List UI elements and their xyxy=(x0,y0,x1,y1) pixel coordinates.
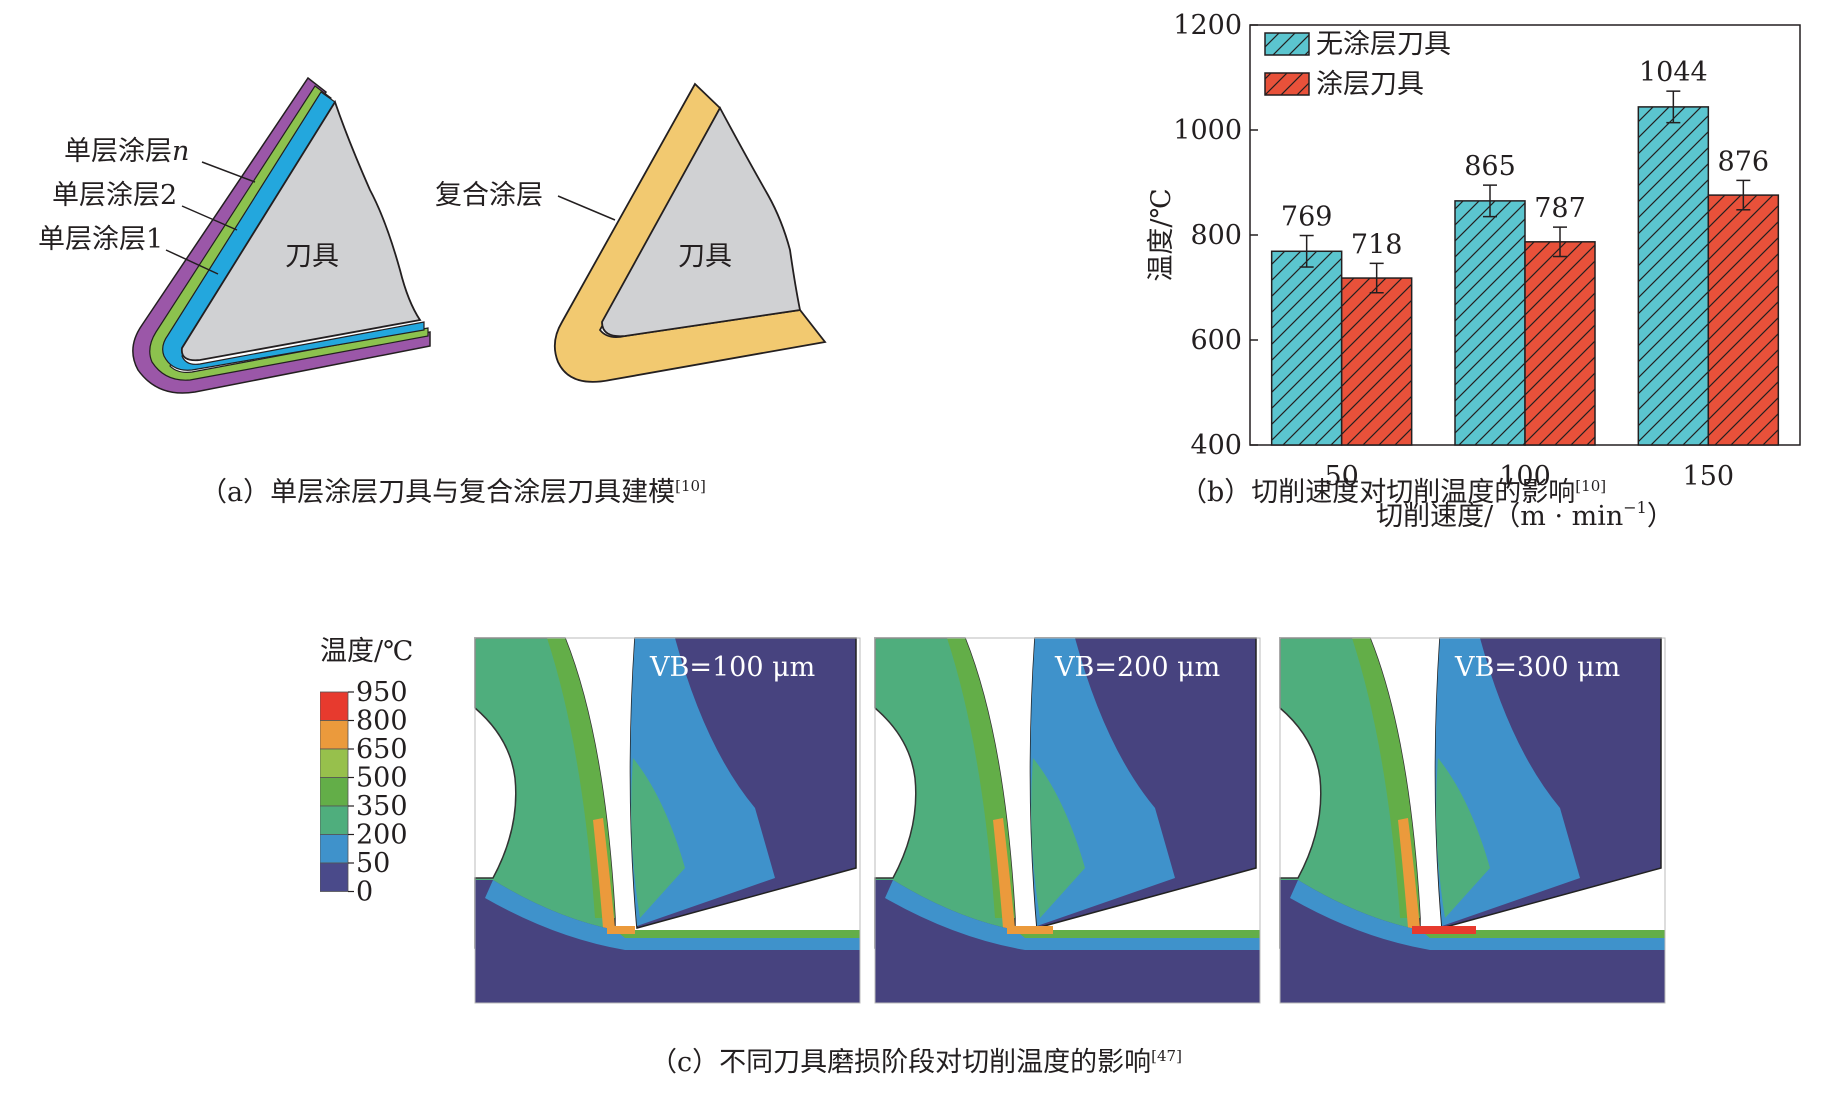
colorbar-segment xyxy=(319,720,349,750)
bar-hatch xyxy=(1525,241,1595,445)
panel-border xyxy=(474,637,861,1004)
data-label: 876 xyxy=(1718,146,1770,177)
colorbar-segment xyxy=(319,805,349,835)
data-label: 1044 xyxy=(1639,57,1708,88)
workpiece-surface-band xyxy=(1420,930,1665,938)
caption-a: （a）单层涂层刀具与复合涂层刀具建模[10] xyxy=(200,477,706,508)
colorbar-segment xyxy=(319,777,349,807)
legend-swatch-hatch xyxy=(1265,33,1309,55)
tool-heat-teal xyxy=(1031,758,1085,918)
colorbar-segment xyxy=(319,862,349,892)
panel-c: 温度/℃ 950 800 650 500 350 200 50 0 VB=100 μm VB=2… xyxy=(319,630,1700,1020)
x-tick-label: 50 xyxy=(1324,461,1358,492)
y-axis-label: 温度/℃ xyxy=(1146,188,1177,281)
data-label: 769 xyxy=(1281,202,1333,233)
tool-body-left xyxy=(180,99,422,362)
wear-hotspot xyxy=(1412,926,1476,934)
speed-temperature-chart: 400 600 800 1000 1200 温度/℃ 769 718 50 865 787 100 10… xyxy=(1146,10,1801,532)
wear-label: VB=100 μm xyxy=(649,652,815,683)
x-tick-label: 150 xyxy=(1683,461,1735,492)
colorbar-label: 350 xyxy=(356,791,408,822)
leader-1 xyxy=(165,249,219,275)
y-tick-label: 1200 xyxy=(1173,10,1242,41)
colorbar-label: 800 xyxy=(356,706,408,737)
tool-models-diagram: 刀具 单层涂层n 单层涂层2 单层涂层1 刀具 复合涂层 xyxy=(38,76,827,394)
data-label: 865 xyxy=(1464,151,1516,182)
workpiece-surface-band xyxy=(1015,930,1260,938)
colorbar-label: 950 xyxy=(356,677,408,708)
colorbar-label: 500 xyxy=(356,763,408,794)
leader-2 xyxy=(181,205,238,231)
colorbar-label: 50 xyxy=(356,848,390,879)
panel-border xyxy=(1279,637,1666,1004)
colorbar-segment xyxy=(319,834,349,864)
legend-title: 温度/℃ xyxy=(320,636,413,667)
label-composite: 复合涂层 xyxy=(435,180,543,211)
x-tick-label: 100 xyxy=(1499,461,1551,492)
tool-heat-teal xyxy=(1436,758,1490,918)
legend-swatch-hatch xyxy=(1265,73,1309,95)
y-tick-label: 1000 xyxy=(1173,115,1242,146)
colorbar-segment xyxy=(319,748,349,778)
colorbar-segment xyxy=(319,691,349,721)
panel-border xyxy=(874,637,1261,1004)
leader-n xyxy=(201,161,256,183)
caption-c: （c）不同刀具磨损阶段对切削温度的影响[47] xyxy=(650,1047,1182,1078)
hot-zone xyxy=(993,818,1015,928)
label-layer-2: 单层涂层2 xyxy=(52,180,177,211)
y-tick-label: 600 xyxy=(1190,325,1242,356)
colorbar-label: 200 xyxy=(356,820,408,851)
hot-zone xyxy=(1398,818,1420,928)
tool-label-right: 刀具 xyxy=(678,241,732,272)
label-layer-1: 单层涂层1 xyxy=(38,224,163,255)
simulation-panel: VB=200 μm xyxy=(874,637,1261,1004)
data-label: 787 xyxy=(1534,193,1586,224)
data-label: 718 xyxy=(1351,229,1403,260)
panel-a: 刀具 单层涂层n 单层涂层2 单层涂层1 刀具 复合涂层 xyxy=(30,70,990,450)
bar-hatch xyxy=(1455,200,1525,445)
panel-b: 400 600 800 1000 1200 温度/℃ 769 718 50 865 787 100 10… xyxy=(1120,0,1820,545)
leader-composite xyxy=(557,195,616,221)
bar-hatch xyxy=(1271,251,1342,445)
colorbar-label: 0 xyxy=(356,877,373,908)
simulation-panel: VB=300 μm xyxy=(1279,637,1666,1004)
x-axis-label: 切削速度/（m · min−1） xyxy=(1376,498,1674,532)
legend-label: 无涂层刀具 xyxy=(1316,29,1451,60)
colorbar-label: 650 xyxy=(356,734,408,765)
wear-label: VB=300 μm xyxy=(1454,652,1620,683)
wear-label: VB=200 μm xyxy=(1054,652,1220,683)
bar-hatch xyxy=(1638,106,1709,446)
wear-hotspot xyxy=(1007,926,1053,934)
tool-heat-teal xyxy=(631,758,685,918)
multilayer-tool: 刀具 单层涂层n 单层涂层2 单层涂层1 xyxy=(38,76,431,394)
wear-hotspot xyxy=(607,926,635,934)
tool-label-left: 刀具 xyxy=(285,241,339,272)
simulation-panel: VB=100 μm xyxy=(474,637,861,1004)
bar-hatch xyxy=(1708,195,1779,445)
composite-tool: 刀具 复合涂层 xyxy=(435,82,827,383)
hot-zone xyxy=(593,818,615,928)
legend-label: 涂层刀具 xyxy=(1316,69,1424,100)
bar-hatch xyxy=(1341,278,1412,445)
caption-b: （b）切削速度对切削温度的影响[10] xyxy=(1180,477,1607,508)
label-layer-n: 单层涂层n xyxy=(64,136,189,167)
workpiece-surface-band xyxy=(615,930,860,938)
y-tick-label: 400 xyxy=(1190,430,1242,461)
y-tick-label: 800 xyxy=(1190,220,1242,251)
tool-body-right xyxy=(601,106,802,338)
composite-coating xyxy=(553,82,827,383)
